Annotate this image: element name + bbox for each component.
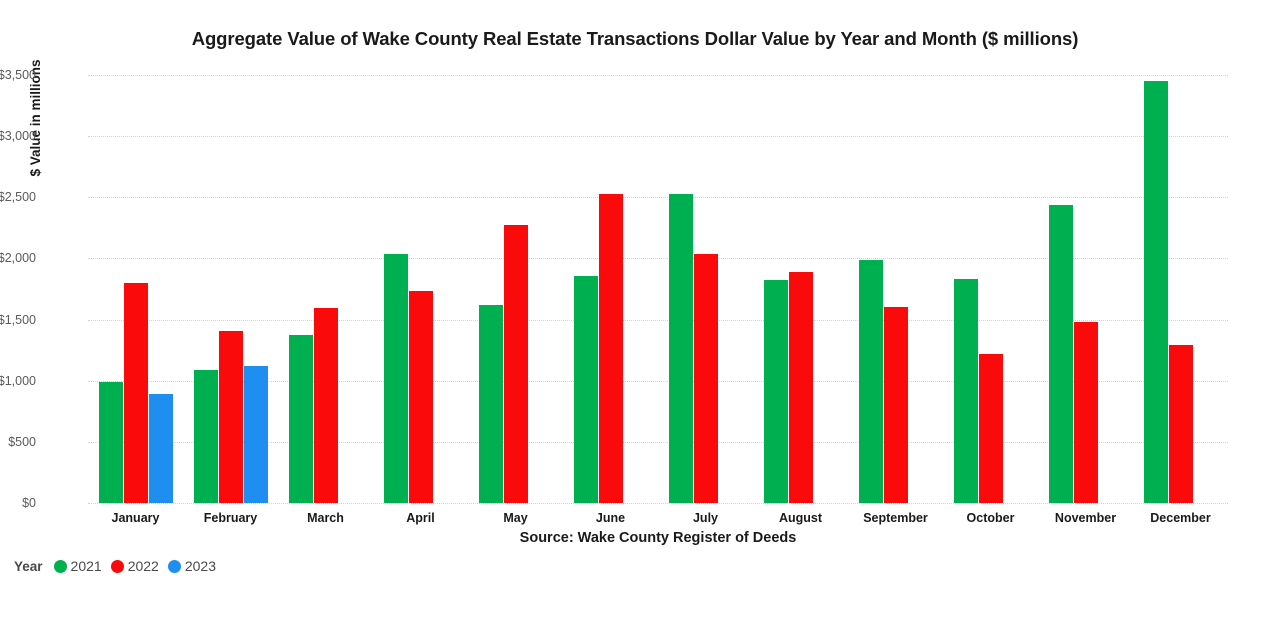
legend-title: Year — [14, 558, 43, 574]
y-axis-tick-label: $1,000 — [0, 373, 36, 388]
x-axis-tick-label: November — [1054, 511, 1117, 525]
bar[interactable] — [598, 193, 623, 503]
legend-label: 2023 — [184, 558, 216, 574]
legend-item-2022[interactable]: 2022 — [110, 558, 159, 574]
y-axis-title: $ Value in millions — [28, 59, 43, 177]
source-caption: Source: Wake County Register of Deeds — [519, 530, 797, 546]
legend-item-2021[interactable]: 2021 — [53, 558, 102, 574]
bar[interactable] — [1048, 204, 1073, 503]
legend-item-2023[interactable]: 2023 — [167, 558, 216, 574]
gridline — [88, 136, 1228, 138]
x-axis-tick-label: April — [406, 511, 435, 525]
bar[interactable] — [98, 381, 123, 503]
bar[interactable] — [313, 307, 338, 503]
legend-swatch-icon — [110, 559, 124, 573]
bar[interactable] — [1143, 80, 1168, 503]
x-axis-tick-label: August — [778, 511, 823, 525]
month-bar-group — [1133, 75, 1228, 503]
bar[interactable] — [383, 254, 408, 503]
y-axis-tick-label: $2,500 — [0, 190, 36, 205]
bar[interactable] — [858, 259, 883, 503]
bar[interactable] — [668, 193, 693, 503]
month-bar-group — [183, 75, 278, 503]
month-bar-group — [88, 75, 183, 503]
x-axis-tick-label: February — [203, 511, 258, 525]
gridline — [88, 380, 1228, 382]
legend-items: 2021 2022 2023 — [53, 558, 216, 574]
y-axis-tick-label: $1,500 — [0, 312, 36, 327]
bar[interactable] — [693, 254, 718, 503]
bar[interactable] — [953, 278, 978, 503]
month-bar-group — [373, 75, 468, 503]
y-axis-tick-label: $2,000 — [0, 251, 36, 266]
bar[interactable] — [763, 280, 788, 503]
legend-swatch-icon — [167, 559, 181, 573]
bar[interactable] — [883, 306, 908, 503]
chart-legend: Year 2021 2022 2023 — [14, 558, 216, 574]
bar[interactable] — [788, 271, 813, 503]
gridline — [88, 503, 1228, 504]
bar[interactable] — [218, 330, 243, 503]
bar[interactable] — [478, 304, 503, 503]
gridline — [88, 75, 1228, 76]
month-bar-group — [563, 75, 658, 503]
legend-label: 2022 — [127, 558, 159, 574]
x-axis-tick-label: October — [966, 511, 1015, 525]
month-bar-group — [468, 75, 563, 503]
x-axis-tick-label: July — [692, 511, 718, 525]
bar[interactable] — [978, 353, 1003, 503]
month-bar-group — [1038, 75, 1133, 503]
bar[interactable] — [288, 334, 313, 503]
bar[interactable] — [123, 282, 148, 503]
month-bar-group — [658, 75, 753, 503]
x-axis-tick-label: December — [1150, 511, 1211, 525]
gridline — [88, 441, 1228, 443]
month-bar-group — [753, 75, 848, 503]
bar[interactable] — [408, 290, 433, 503]
bar[interactable] — [193, 370, 218, 503]
bar[interactable] — [1168, 344, 1193, 503]
y-axis-tick-label: $500 — [8, 434, 36, 449]
x-axis-tick-label: March — [307, 511, 344, 525]
bar[interactable] — [243, 366, 268, 503]
bar[interactable] — [148, 394, 173, 503]
month-bar-group — [278, 75, 373, 503]
gridline — [88, 258, 1228, 260]
gridline — [88, 319, 1228, 321]
bar[interactable] — [573, 276, 598, 503]
x-axis-tick-label: May — [503, 511, 528, 525]
y-axis-tick-label: $3,000 — [0, 129, 36, 144]
bar[interactable] — [1073, 322, 1098, 503]
chart-title: Aggregate Value of Wake County Real Esta… — [191, 28, 1079, 49]
legend-swatch-icon — [53, 559, 67, 573]
x-axis-tick-label: September — [863, 511, 928, 525]
x-axis-tick-label: June — [595, 511, 626, 525]
bar[interactable] — [503, 225, 528, 503]
y-axis-tick-label: $0 — [22, 496, 36, 510]
x-axis-tick-label: January — [111, 511, 160, 525]
plot-area: $0 $500 $1,000 $1,500 $2,000 $2,500 $3,000 $3,5… — [0, 68, 1228, 525]
gridline — [88, 197, 1228, 199]
y-axis-tick-label: $3,500 — [0, 68, 36, 82]
legend-label: 2021 — [70, 558, 102, 574]
month-bar-group — [848, 75, 943, 503]
month-bar-group — [943, 75, 1038, 503]
